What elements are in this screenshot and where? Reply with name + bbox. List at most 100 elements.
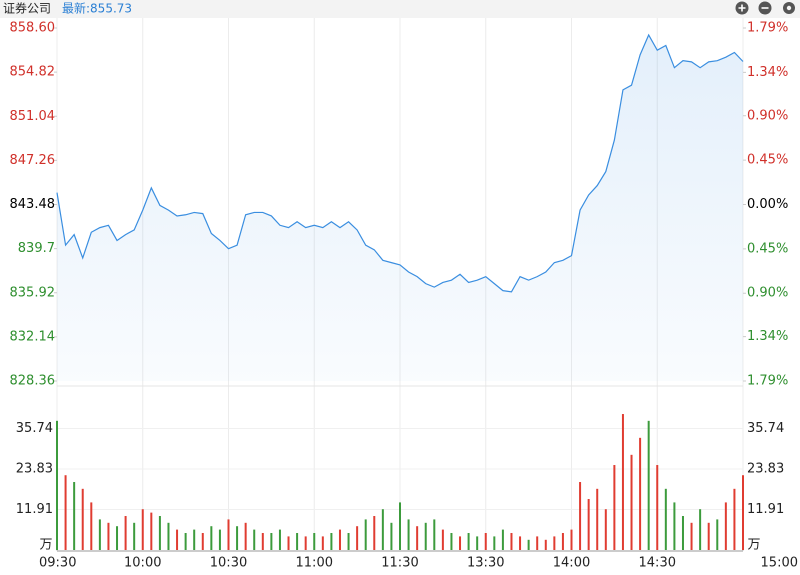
y2-tick-label: 1.79% [747,374,788,389]
volume-bar [236,526,239,550]
x-tick-label: 11:30 [381,556,418,571]
volume-bar [56,420,58,550]
volume-bar [356,526,359,550]
y2-tick-label: 0.00% [747,197,788,212]
volume-bar [124,516,127,550]
y-tick-label: 828.36 [10,374,56,389]
y-tick-label: 843.48 [10,197,56,212]
y2-tick-label: 1.34% [747,329,788,344]
volume-bar [364,519,367,550]
y2-tick-label: 1.34% [747,65,788,80]
x-tick-label: 09:30 [39,556,76,571]
volume-bar [519,536,522,550]
volume-bar [476,536,479,550]
volume-bar [296,533,299,550]
volume-bar [313,533,316,550]
volume-bar [184,533,187,550]
x-tick-label: 14:00 [553,556,590,571]
price-area [57,35,743,381]
volume-bar [493,536,496,550]
volume-bar [133,522,136,550]
volume-bar [176,529,179,550]
volume-bar [707,522,710,550]
y2-tick-label: 0.45% [747,153,788,168]
header-bar [0,0,800,18]
volume-bar [604,509,607,550]
volume-bar [304,536,307,550]
y-tick-label: 835.92 [10,285,56,300]
volume-bar [116,526,119,550]
volume-bar [407,519,410,550]
volume-bar [227,519,230,550]
volume-bar [167,522,170,550]
volume-bar [664,488,667,550]
volume-bar [656,465,659,550]
volume-bar [690,522,693,550]
latest-price: 最新:855.73 [62,1,132,16]
x-tick-label: 14:30 [639,556,676,571]
volume-bar [699,509,702,550]
volume-bar [390,522,393,550]
volume-tick-label: 35.74 [16,421,53,436]
x-tick-label: 13:30 [467,556,504,571]
volume-bar [579,482,582,550]
volume-bar [347,533,350,550]
volume-tick-label: 23.83 [747,462,784,477]
y-tick-label: 847.26 [10,153,56,168]
volume-bar [501,529,504,550]
volume-bar [81,488,84,550]
volume-bar [261,533,264,550]
volume-bar [484,533,487,550]
volume-bar [647,420,650,550]
volume-bar [416,526,419,550]
volume-bar [330,533,333,550]
volume-bar [510,533,513,550]
y2-tick-label: 0.90% [747,286,788,301]
volume-bar [733,488,736,550]
volume-bar [278,529,281,550]
volume-tick-label: 23.83 [16,462,53,477]
volume-bar [450,533,453,550]
volume-bar [433,519,436,550]
volume-bar [64,475,67,550]
volume-bar [544,539,547,550]
volume-bar [570,529,573,550]
volume-tick-label: 11.91 [16,502,53,517]
volume-unit: 万 [39,538,52,553]
zoom-out[interactable] [758,1,772,15]
volume-bar [527,539,530,550]
volume-bar [587,499,590,550]
y2-tick-label: 0.90% [747,108,788,123]
volume-bar [724,502,727,550]
volume-bar [621,414,624,550]
volume-bar [441,529,444,550]
volume-bar [673,502,676,550]
volume-bar [716,519,719,550]
volume-bar [244,522,247,550]
volume-bar [201,533,204,550]
volume-bar [381,509,384,550]
volume-bar [639,437,642,550]
volume-bar [681,516,684,550]
volume-bar [321,536,324,550]
volume-bar [141,509,144,550]
settings[interactable] [783,2,795,14]
volume-bar [287,536,290,550]
x-tick-label: 15:00 [761,556,798,571]
volume-bar [399,502,401,550]
y-tick-label: 854.82 [10,65,56,80]
volume-bar [424,522,427,550]
volume-bar [98,519,101,550]
volume-bar [630,454,633,550]
y-tick-label: 851.04 [10,109,56,124]
x-tick-label: 11:00 [296,556,333,571]
volume-bar [596,488,599,550]
volume-tick-label: 35.74 [747,421,784,436]
volume-bar [210,526,213,550]
volume-bar [73,482,76,550]
price-line [56,33,744,293]
zoom-in[interactable] [735,1,749,15]
y2-tick-label: 0.45% [747,241,788,256]
volume-bar [613,465,616,550]
